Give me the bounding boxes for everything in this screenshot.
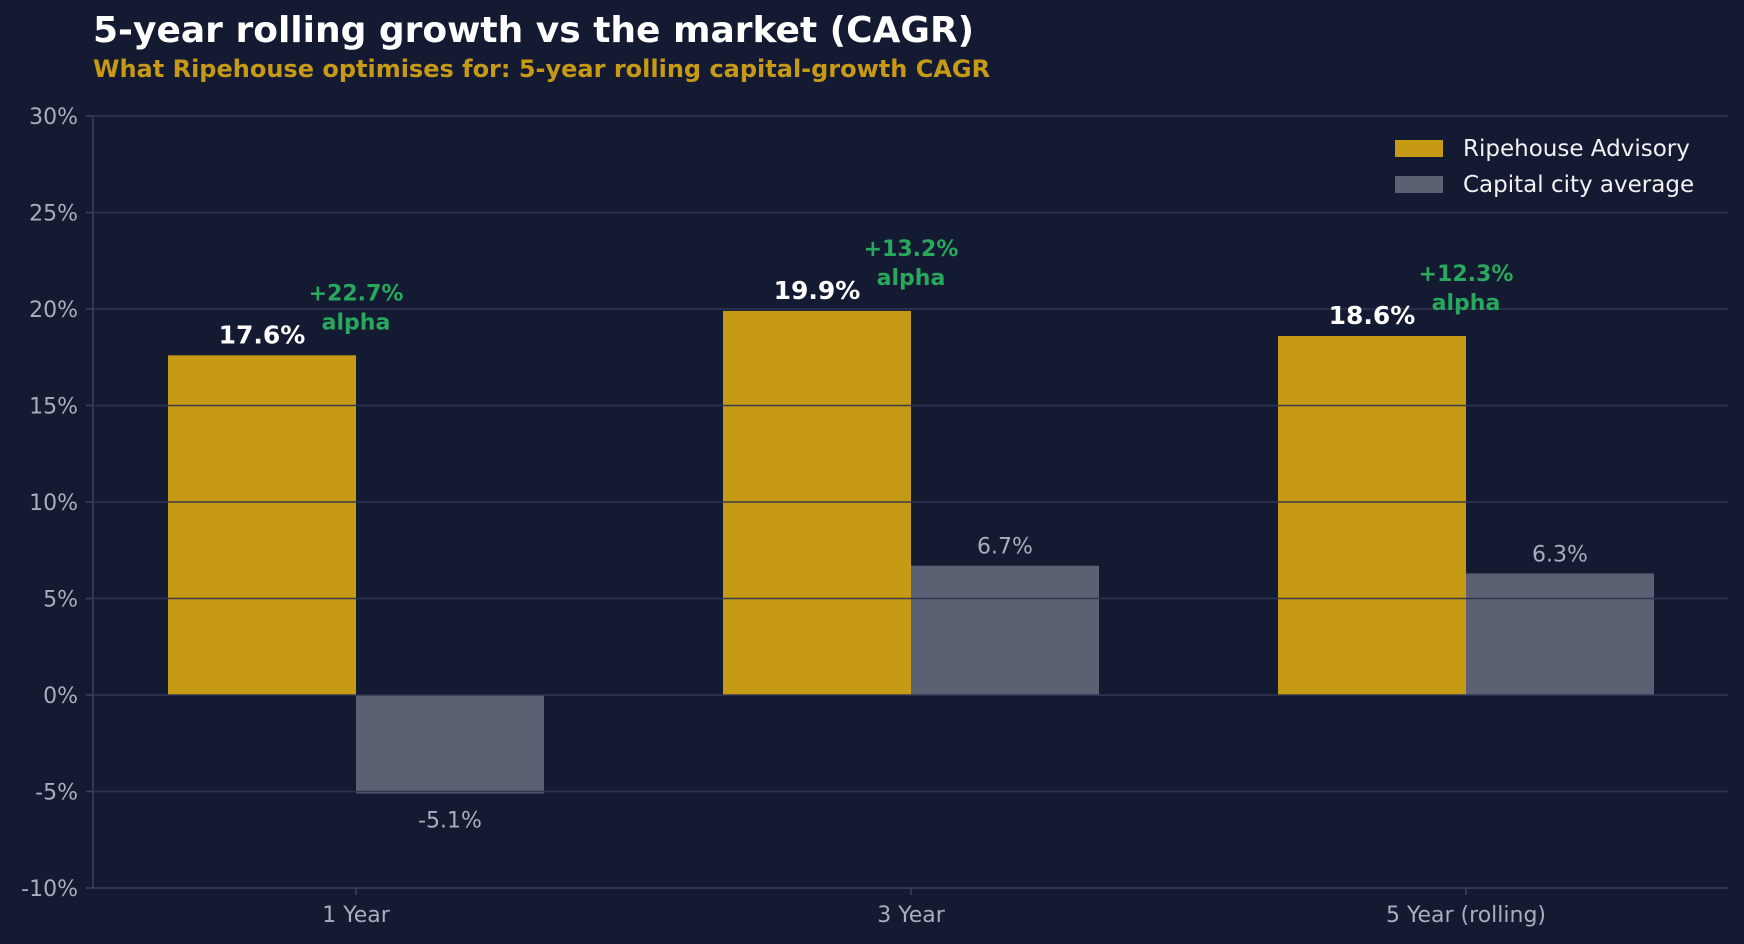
bar-value-label-capital-city-average: 6.3% <box>1532 542 1588 567</box>
legend-swatch-capital-city-average <box>1395 176 1443 193</box>
y-tick-label: 25% <box>29 202 78 227</box>
bars <box>93 115 1728 794</box>
alpha-annotation-value: +12.3% <box>1419 262 1514 287</box>
legend-label-capital-city-average: Capital city average <box>1463 172 1694 198</box>
bar-ripehouse <box>168 355 356 695</box>
legend: Ripehouse Advisory Capital city average <box>1395 136 1694 198</box>
bar-capital-city-average <box>356 695 544 794</box>
bar-capital-city-average <box>1466 573 1654 695</box>
bar-value-label-capital-city-average: -5.1% <box>418 808 482 833</box>
bar-value-label-ripehouse: 17.6% <box>219 320 306 349</box>
bar-ripehouse <box>1278 336 1466 695</box>
bar-capital-city-average <box>911 565 1099 695</box>
y-tick-label: -10% <box>21 877 78 902</box>
bar-ripehouse <box>723 310 911 695</box>
y-tick-label: 20% <box>29 298 78 323</box>
chart-subtitle: What Ripehouse optimises for: 5-year rol… <box>93 55 991 83</box>
legend-swatch-ripehouse <box>1395 140 1443 157</box>
alpha-annotation-label: alpha <box>877 266 946 291</box>
alpha-annotation-value: +13.2% <box>864 237 959 262</box>
y-tick-label: -5% <box>35 781 78 806</box>
legend-label-ripehouse: Ripehouse Advisory <box>1463 136 1690 162</box>
alpha-annotation-label: alpha <box>1432 291 1501 316</box>
y-tick-label: 15% <box>29 395 78 420</box>
bar-value-label-ripehouse: 19.9% <box>774 276 861 305</box>
y-tick-label: 30% <box>29 105 78 130</box>
y-tick-label: 5% <box>43 588 78 613</box>
bar-value-label-ripehouse: 18.6% <box>1329 301 1416 330</box>
x-tick-label: 1 Year <box>322 903 391 928</box>
chart-title: 5-year rolling growth vs the market (CAG… <box>93 10 975 51</box>
y-tick-label: 10% <box>29 491 78 516</box>
data-labels: 17.6% -5.1% +22.7% alpha 19.9% 6.7% +13.2% alph… <box>219 237 1588 834</box>
bar-value-label-capital-city-average: 6.7% <box>977 535 1033 560</box>
x-tick-label: 3 Year <box>877 903 946 928</box>
alpha-annotation-label: alpha <box>322 310 391 335</box>
alpha-annotation-value: +22.7% <box>309 281 404 306</box>
y-tick-label: 0% <box>43 684 78 709</box>
x-tick-label: 5 Year (rolling) <box>1386 903 1546 928</box>
